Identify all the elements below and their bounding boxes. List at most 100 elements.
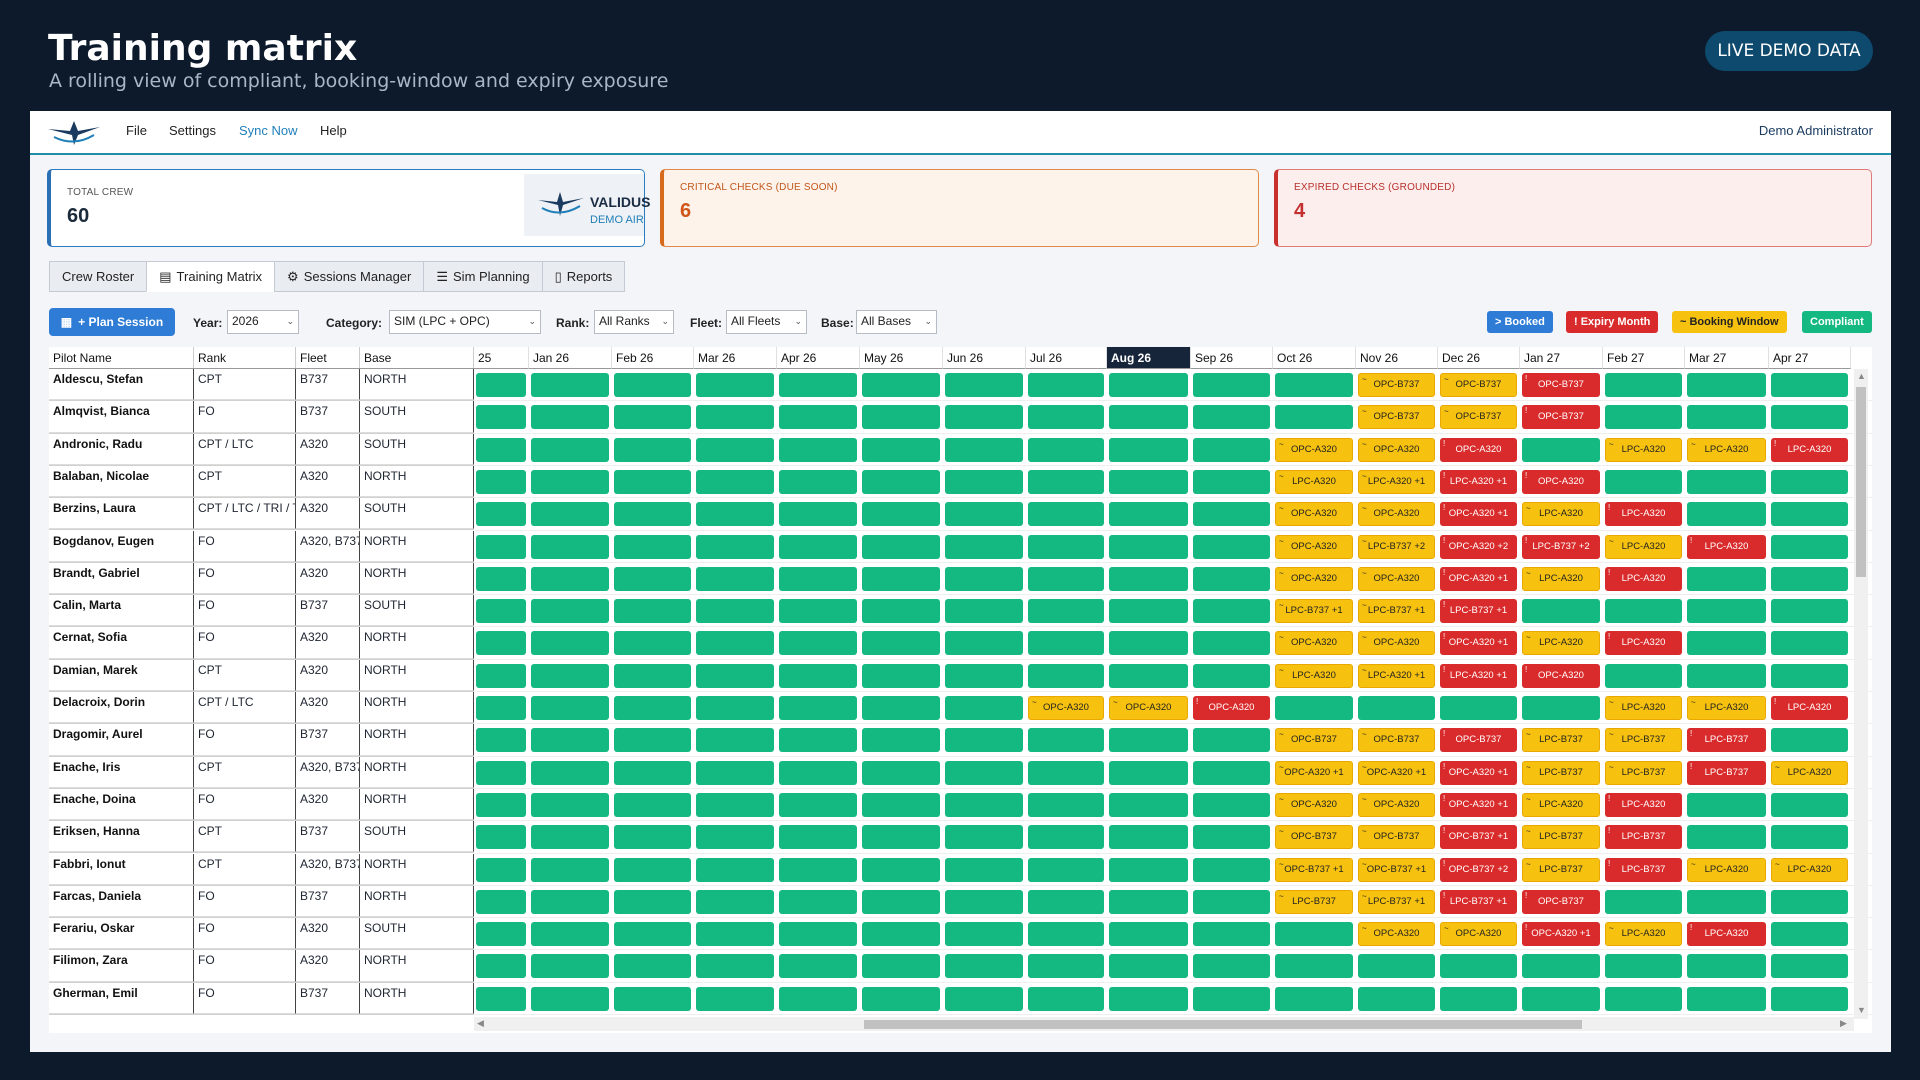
booking-window-cell[interactable]: ~ OPC-B737 bbox=[1358, 405, 1435, 430]
expiry-month-cell[interactable]: ! OPC-A320 +1 bbox=[1522, 922, 1600, 947]
booking-window-cell[interactable]: ~ LPC-A320 bbox=[1522, 566, 1600, 591]
compliant-cell[interactable] bbox=[614, 502, 691, 527]
expiry-month-cell[interactable]: ! OPC-A320 bbox=[1522, 663, 1600, 688]
compliant-cell[interactable] bbox=[614, 760, 691, 785]
compliant-cell[interactable] bbox=[1605, 663, 1682, 688]
booking-window-cell[interactable]: ~ OPC-A320 +1 bbox=[1358, 760, 1435, 785]
compliant-cell[interactable] bbox=[779, 502, 857, 527]
compliant-cell[interactable] bbox=[1605, 469, 1682, 494]
compliant-cell[interactable] bbox=[779, 663, 857, 688]
compliant-cell[interactable] bbox=[1771, 792, 1848, 817]
compliant-cell[interactable] bbox=[696, 599, 774, 624]
booking-window-cell[interactable]: ~ LPC-A320 +1 bbox=[1358, 663, 1435, 688]
month-header[interactable]: May 26 bbox=[860, 347, 943, 369]
compliant-cell[interactable] bbox=[476, 534, 526, 559]
compliant-cell[interactable] bbox=[696, 954, 774, 979]
expiry-month-cell[interactable]: ! OPC-A320 +1 bbox=[1440, 760, 1517, 785]
table-row[interactable]: Delacroix, Dorin CPT / LTC A320 NORTH bbox=[49, 692, 474, 725]
booking-window-cell[interactable]: ~ LPC-A320 bbox=[1771, 857, 1848, 882]
compliant-cell[interactable] bbox=[862, 986, 940, 1011]
compliant-cell[interactable] bbox=[696, 502, 774, 527]
compliant-cell[interactable] bbox=[862, 566, 940, 591]
compliant-cell[interactable] bbox=[476, 954, 526, 979]
vertical-scrollbar[interactable]: ▲ ▼ bbox=[1854, 369, 1868, 1019]
booking-window-cell[interactable]: ~ OPC-A320 bbox=[1358, 437, 1435, 462]
scroll-right-icon[interactable]: ▶ bbox=[1840, 1018, 1847, 1028]
compliant-cell[interactable] bbox=[779, 405, 857, 430]
compliant-cell[interactable] bbox=[614, 889, 691, 914]
fleet-select[interactable]: All Fleets ⌄ bbox=[726, 310, 807, 334]
compliant-cell[interactable] bbox=[696, 405, 774, 430]
expiry-month-cell[interactable]: ! OPC-A320 +1 bbox=[1440, 566, 1517, 591]
compliant-cell[interactable] bbox=[1028, 631, 1104, 656]
compliant-cell[interactable] bbox=[614, 534, 691, 559]
compliant-cell[interactable] bbox=[1028, 437, 1104, 462]
compliant-cell[interactable] bbox=[1028, 502, 1104, 527]
compliant-cell[interactable] bbox=[862, 534, 940, 559]
table-row[interactable]: Eriksen, Hanna CPT B737 SOUTH bbox=[49, 821, 474, 854]
booking-window-cell[interactable]: ~ LPC-A320 bbox=[1605, 437, 1682, 462]
expiry-month-cell[interactable]: ! LPC-A320 bbox=[1771, 696, 1848, 720]
compliant-cell[interactable] bbox=[1687, 889, 1766, 914]
booking-window-cell[interactable]: ~ OPC-B737 bbox=[1275, 728, 1353, 753]
expiry-month-cell[interactable]: ! OPC-B737 bbox=[1522, 889, 1600, 914]
booking-window-cell[interactable]: ~ LPC-A320 bbox=[1771, 760, 1848, 785]
compliant-cell[interactable] bbox=[614, 566, 691, 591]
compliant-cell[interactable] bbox=[614, 663, 691, 688]
compliant-cell[interactable] bbox=[614, 696, 691, 720]
booking-window-cell[interactable]: ~ OPC-B737 bbox=[1358, 373, 1435, 397]
compliant-cell[interactable] bbox=[1771, 566, 1848, 591]
booking-window-cell[interactable]: ~ OPC-B737 bbox=[1358, 825, 1435, 850]
compliant-cell[interactable] bbox=[862, 728, 940, 753]
table-row[interactable]: Almqvist, Bianca FO B737 SOUTH bbox=[49, 401, 474, 434]
table-row[interactable]: Enache, Iris CPT A320, B737 NORTH bbox=[49, 756, 474, 789]
booking-window-cell[interactable]: ~ OPC-A320 bbox=[1358, 792, 1435, 817]
compliant-cell[interactable] bbox=[945, 599, 1023, 624]
expiry-month-cell[interactable]: ! OPC-B737 bbox=[1522, 373, 1600, 397]
compliant-cell[interactable] bbox=[779, 954, 857, 979]
booking-window-cell[interactable]: ~ OPC-A320 bbox=[1358, 566, 1435, 591]
compliant-cell[interactable] bbox=[614, 373, 691, 397]
compliant-cell[interactable] bbox=[1605, 889, 1682, 914]
expiry-month-cell[interactable]: ! LPC-B737 +1 bbox=[1440, 889, 1517, 914]
tab-crew-roster[interactable]: Crew Roster bbox=[49, 261, 148, 292]
compliant-cell[interactable] bbox=[779, 437, 857, 462]
compliant-cell[interactable] bbox=[945, 792, 1023, 817]
compliant-cell[interactable] bbox=[862, 405, 940, 430]
compliant-cell[interactable] bbox=[1440, 986, 1517, 1011]
menu-settings[interactable]: Settings bbox=[169, 123, 216, 138]
compliant-cell[interactable] bbox=[945, 405, 1023, 430]
user-menu[interactable]: Demo Administrator bbox=[1758, 123, 1873, 138]
table-row[interactable]: Balaban, Nicolae CPT A320 NORTH bbox=[49, 465, 474, 499]
compliant-cell[interactable] bbox=[531, 889, 609, 914]
compliant-cell[interactable] bbox=[1028, 825, 1104, 850]
compliant-cell[interactable] bbox=[476, 631, 526, 656]
compliant-cell[interactable] bbox=[476, 405, 526, 430]
compliant-cell[interactable] bbox=[1109, 469, 1188, 494]
compliant-cell[interactable] bbox=[862, 469, 940, 494]
tab-sessions-manager[interactable]: ⚙ Sessions Manager bbox=[274, 261, 425, 292]
month-header[interactable]: 25 bbox=[474, 347, 529, 369]
compliant-cell[interactable] bbox=[1193, 663, 1270, 688]
compliant-cell[interactable] bbox=[1028, 566, 1104, 591]
compliant-cell[interactable] bbox=[614, 405, 691, 430]
compliant-cell[interactable] bbox=[1028, 534, 1104, 559]
expiry-month-cell[interactable]: ! LPC-A320 bbox=[1687, 922, 1766, 947]
compliant-cell[interactable] bbox=[531, 469, 609, 494]
tab-sim-planning[interactable]: ☰ Sim Planning bbox=[423, 261, 543, 292]
expiry-month-cell[interactable]: ! OPC-A320 +1 bbox=[1440, 631, 1517, 656]
compliant-cell[interactable] bbox=[1440, 696, 1517, 720]
compliant-cell[interactable] bbox=[779, 534, 857, 559]
compliant-cell[interactable] bbox=[779, 922, 857, 947]
compliant-cell[interactable] bbox=[1358, 696, 1435, 720]
compliant-cell[interactable] bbox=[862, 437, 940, 462]
compliant-cell[interactable] bbox=[1275, 954, 1353, 979]
compliant-cell[interactable] bbox=[696, 469, 774, 494]
booking-window-cell[interactable]: ~ LPC-B737 bbox=[1522, 728, 1600, 753]
booking-window-cell[interactable]: ~ LPC-A320 bbox=[1605, 922, 1682, 947]
compliant-cell[interactable] bbox=[1771, 405, 1848, 430]
booking-window-cell[interactable]: ~ LPC-B737 bbox=[1522, 825, 1600, 850]
compliant-cell[interactable] bbox=[614, 631, 691, 656]
compliant-cell[interactable] bbox=[1028, 469, 1104, 494]
expiry-month-cell[interactable]: ! LPC-A320 bbox=[1605, 631, 1682, 656]
